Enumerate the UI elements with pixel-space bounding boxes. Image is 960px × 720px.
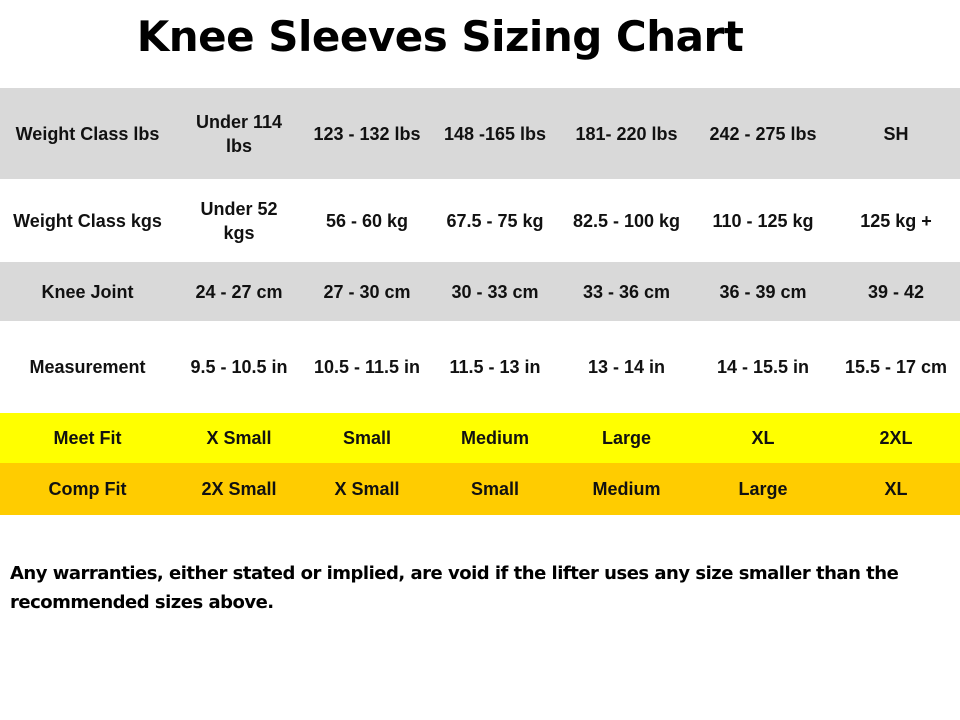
table-cell: Small — [342, 428, 392, 448]
table-cell: 67.5 - 75 kg — [446, 210, 544, 231]
table-cell: 125 kg + — [860, 210, 932, 231]
table-row-meet-fit: Meet Fit X Small Small Medium Large XL 2… — [0, 413, 960, 463]
table-cell: 110 - 125 kg — [712, 210, 814, 231]
table-cell: X Small — [206, 428, 272, 448]
row-label: Comp Fit — [48, 479, 127, 499]
table-row-knee-joint: Knee Joint 24 - 27 cm 27 - 30 cm 30 - 33… — [0, 262, 960, 321]
table-cell: 30 - 33 cm — [451, 281, 539, 302]
row-label: Meet Fit — [53, 428, 122, 448]
table-cell: 82.5 - 100 kg — [572, 210, 681, 231]
table-cell: Medium — [460, 428, 529, 448]
table-cell: XL — [751, 428, 775, 448]
table-cell: 14 - 15.5 in — [716, 357, 810, 377]
page-title: Knee Sleeves Sizing Chart — [136, 12, 744, 61]
table-row-weight-class-lbs: Weight Class lbs Under 114 lbs 123 - 132… — [0, 88, 960, 179]
table-cell: XL — [884, 479, 908, 499]
table-cell: Under 114 lbs — [195, 111, 283, 156]
table-cell: 13 - 14 in — [587, 357, 666, 377]
row-label: Measurement — [29, 357, 146, 377]
table-cell: 148 -165 lbs — [443, 123, 547, 144]
row-label: Knee Joint — [41, 281, 134, 302]
table-cell: 56 - 60 kg — [325, 210, 409, 231]
table-row-measurement: Measurement 9.5 - 10.5 in 10.5 - 11.5 in… — [0, 321, 960, 413]
table-cell: 2XL — [879, 428, 913, 448]
table-cell: 9.5 - 10.5 in — [190, 357, 288, 377]
table-cell: 24 - 27 cm — [195, 281, 283, 302]
table-cell: 15.5 - 17 cm — [844, 357, 948, 377]
table-cell: X Small — [334, 479, 400, 499]
table-cell: 33 - 36 cm — [582, 281, 671, 302]
table-cell: 181- 220 lbs — [575, 123, 678, 144]
table-cell: 10.5 - 11.5 in — [313, 357, 421, 377]
table-cell: 11.5 - 13 in — [449, 357, 541, 377]
table-cell: 242 - 275 lbs — [709, 123, 817, 144]
sizing-table: Weight Class lbs Under 114 lbs 123 - 132… — [0, 88, 960, 515]
table-cell: 39 - 42 — [867, 281, 925, 302]
table-cell: Large — [738, 479, 788, 499]
table-cell: Large — [601, 428, 652, 448]
row-label: Weight Class kgs — [13, 210, 162, 231]
table-cell: SH — [883, 123, 909, 144]
table-cell: 27 - 30 cm — [323, 281, 411, 302]
table-cell: 2X Small — [201, 479, 277, 499]
table-cell: 36 - 39 cm — [719, 281, 807, 302]
table-cell: Under 52 kgs — [200, 198, 278, 243]
table-cell: 123 - 132 lbs — [313, 123, 421, 144]
row-label: Weight Class lbs — [15, 123, 160, 144]
table-row-comp-fit: Comp Fit 2X Small X Small Small Medium L… — [0, 463, 960, 515]
table-cell: Small — [470, 479, 520, 499]
table-row-weight-class-kgs: Weight Class kgs Under 52 kgs 56 - 60 kg… — [0, 179, 960, 262]
table-cell: Medium — [592, 479, 661, 499]
warranty-disclaimer: Any warranties, either stated or implied… — [10, 563, 899, 613]
